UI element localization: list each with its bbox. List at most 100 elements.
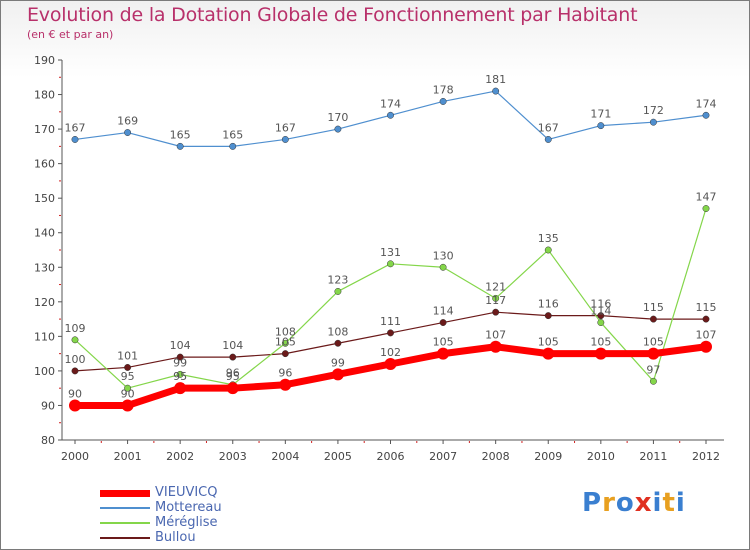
data-point [334, 339, 342, 347]
data-point [124, 364, 132, 371]
logo-letter: i [675, 488, 686, 518]
data-label: 172 [643, 104, 664, 117]
x-tick-label: 2006 [377, 450, 405, 463]
logo-letter: i [652, 488, 663, 518]
data-point [387, 329, 394, 337]
data-label: 165 [222, 128, 243, 141]
data-point [387, 260, 394, 268]
data-point [69, 399, 81, 412]
x-tick-label: 2004 [271, 450, 299, 463]
data-point [71, 336, 79, 344]
data-point [489, 340, 502, 353]
series-layer [69, 87, 712, 412]
data-label: 167 [275, 121, 296, 134]
data-point [439, 319, 447, 326]
data-label: 165 [170, 128, 191, 141]
data-label: 123 [327, 273, 348, 286]
x-tick-label: 2009 [534, 450, 562, 463]
y-tick-label: 190 [34, 54, 55, 67]
axes: 80 90 100 110 120 130 140 150 160 170 180 190 2000 20… [34, 54, 724, 463]
legend-item: Méréglise [100, 515, 340, 530]
data-point [492, 294, 500, 302]
logo-letter: t [662, 488, 676, 518]
data-point [597, 319, 605, 326]
data-point [281, 339, 289, 347]
legend-label: Mottereau [155, 500, 222, 515]
data-label: 105 [590, 336, 611, 349]
data-point [281, 136, 289, 143]
data-label: 131 [380, 246, 401, 259]
logo-letter: x [634, 488, 653, 518]
data-label: 99 [173, 356, 187, 369]
legend-swatch [100, 522, 150, 524]
data-label: 116 [590, 298, 611, 311]
data-label: 171 [590, 108, 611, 121]
data-point [174, 382, 187, 395]
data-point [437, 347, 450, 360]
data-label: 95 [121, 370, 135, 383]
data-point [226, 382, 239, 395]
data-point [700, 340, 712, 353]
data-point [176, 353, 184, 361]
y-tick-label: 80 [41, 434, 55, 447]
data-point [544, 136, 552, 143]
y-tick-label: 170 [34, 123, 55, 136]
data-label: 101 [117, 349, 138, 362]
data-point [702, 111, 710, 119]
data-point [439, 263, 447, 271]
data-label: 105 [538, 336, 559, 349]
y-tick-label: 110 [34, 330, 55, 343]
data-label: 111 [380, 315, 401, 328]
x-tick-label: 2011 [639, 450, 667, 463]
legend-item: VIEUVICQ [100, 485, 340, 500]
data-label: 117 [485, 294, 506, 307]
data-point [71, 367, 79, 375]
x-tick-label: 2012 [692, 450, 720, 463]
data-label: 109 [65, 322, 86, 335]
y-tick-label: 130 [34, 261, 55, 274]
legend-label: Bullou [155, 530, 196, 545]
x-tick-label: 2007 [429, 450, 457, 463]
chart-subtitle: (en € et par an) [27, 28, 114, 41]
x-tick-label: 2000 [61, 450, 89, 463]
data-label: 174 [696, 97, 717, 110]
data-point [176, 142, 184, 150]
data-label: 107 [696, 329, 717, 342]
legend: VIEUVICQ Mottereau Méréglise Bullou [100, 485, 340, 545]
data-point [702, 315, 710, 323]
data-label: 130 [433, 249, 454, 262]
data-point [597, 122, 605, 130]
data-point [702, 205, 710, 212]
data-point [281, 350, 289, 358]
data-point [649, 118, 657, 126]
x-tick-label: 2010 [587, 450, 615, 463]
data-label: 95 [173, 370, 187, 383]
data-point [334, 288, 342, 295]
y-tick-label: 150 [34, 192, 55, 205]
data-label: 169 [117, 115, 138, 128]
data-point [649, 315, 657, 323]
data-label: 170 [327, 111, 348, 124]
x-tick-label: 2003 [219, 450, 247, 463]
data-point [331, 368, 344, 381]
data-label: 100 [65, 353, 86, 366]
chart-title: Evolution de la Dotation Globale de Fonc… [27, 4, 638, 26]
legend-swatch [100, 507, 150, 509]
data-label: 115 [696, 301, 717, 314]
data-point [544, 312, 552, 320]
data-label: 167 [65, 121, 86, 134]
data-label: 90 [68, 387, 82, 400]
data-point [544, 246, 552, 254]
data-point [542, 347, 555, 360]
x-tick-label: 2005 [324, 450, 352, 463]
data-point [229, 353, 237, 361]
logo-letter: o [615, 488, 635, 518]
y-tick-label: 100 [34, 365, 55, 378]
legend-label: VIEUVICQ [155, 485, 218, 500]
data-label: 178 [433, 83, 454, 96]
data-point [384, 358, 397, 370]
data-label: 105 [275, 336, 296, 349]
